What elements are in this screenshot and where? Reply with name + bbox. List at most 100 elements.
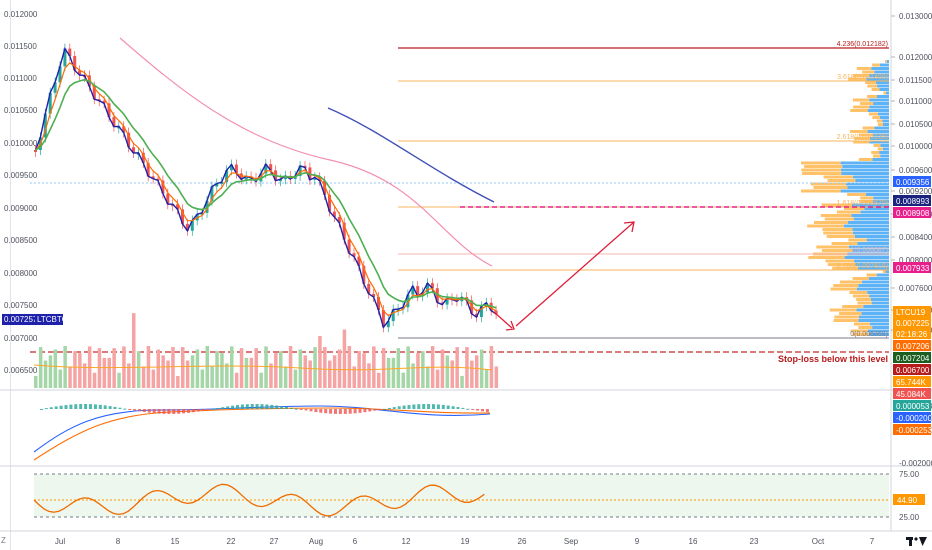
profile-bar-orange [827, 179, 856, 182]
left-axis-label: 0.009500 [4, 171, 38, 180]
forecast-up-arrow[interactable] [515, 221, 635, 327]
profile-bar-orange [801, 161, 841, 165]
profile-bar-blue [879, 151, 889, 154]
candle-body [479, 306, 483, 318]
profile-bar-orange [858, 326, 873, 329]
price-tag-label: 0.008993 [896, 197, 930, 206]
volume-bar [92, 372, 97, 388]
profile-bar-orange [862, 126, 875, 130]
macd-histogram-bar [93, 404, 97, 409]
candle-body [391, 309, 395, 322]
candle-body [426, 283, 429, 293]
price-tag [893, 306, 931, 317]
annotations[interactable] [493, 221, 635, 331]
profile-bar-blue [867, 109, 889, 112]
candle-body [244, 176, 248, 180]
macd-histogram-bar [387, 407, 391, 409]
macd-histogram-bar [280, 406, 284, 409]
macd-histogram-bar [79, 404, 83, 409]
fibonacci-extension[interactable]: 4.236(0.012182) 3.618(0.011400) 2.618(0.01… [30, 41, 889, 364]
left-price-axis[interactable]: 0.012000 0.011500 0.011000 0.010500 0.010000… [2, 10, 68, 375]
profile-bar-orange [849, 291, 868, 294]
volume-bar [239, 348, 244, 388]
volume-bar [391, 357, 396, 388]
candle-body [102, 100, 106, 104]
volume-bar [401, 372, 405, 388]
profile-bar-orange [823, 175, 853, 179]
volume-bar [151, 369, 156, 388]
volume-bar [489, 346, 494, 388]
volume-bar [136, 351, 141, 388]
profile-bar-orange [810, 182, 846, 186]
profile-bar-blue [880, 144, 889, 147]
volume-bar [416, 353, 420, 388]
profile-bar-orange [825, 259, 855, 263]
volume-bar [328, 360, 332, 388]
volume-bar [352, 366, 356, 388]
candle-body [494, 310, 498, 315]
fib-label: 1.618(0.008870) [837, 200, 888, 207]
time-axis[interactable]: Jul 8 15 22 27 Aug 6 12 19 26 Sep 9 16 23 Oct 7 [55, 537, 875, 546]
macd-histogram-bar [191, 409, 195, 413]
price-tag [893, 262, 931, 273]
forecast-down-arrow[interactable] [493, 311, 513, 329]
macd-histogram-bar [236, 405, 239, 409]
left-axis-label: 0.007500 [4, 301, 38, 310]
volume-bar [234, 372, 239, 388]
volume-bar [205, 346, 209, 388]
volume-bar [127, 363, 131, 388]
rsi-tag-label: 44.90 [897, 496, 918, 505]
macd-histogram-bar [402, 405, 406, 409]
tradingview-logo-icon[interactable] [906, 535, 928, 547]
volume-bar [450, 360, 454, 388]
candle-body [352, 253, 356, 257]
volume-bar [318, 335, 322, 388]
volume-bar [323, 347, 327, 388]
macd-histogram-bar [270, 404, 274, 409]
macd-histogram-bar [466, 408, 470, 410]
candle-body [445, 298, 449, 305]
volume-bar [254, 348, 258, 388]
macd-histogram-bar [348, 409, 352, 414]
macd-histogram-bar [446, 405, 450, 409]
candle-body [43, 113, 47, 138]
macd-histogram-bar [216, 408, 220, 410]
macd-histogram-bar [84, 404, 88, 409]
fib-label: 0(0.006868) [850, 331, 888, 338]
profile-bar-orange [831, 242, 858, 245]
profile-bar-blue [869, 137, 889, 140]
profile-bar-orange [882, 270, 886, 273]
forecast-down-arrowhead[interactable] [505, 320, 515, 331]
macd-tag-label: -0.000253 [896, 426, 932, 435]
right-price-axis[interactable]: 0.013000 0.012000 0.011500 0.011000 0.010500… [891, 12, 932, 335]
volume-bar [220, 353, 224, 388]
sidebar-letter: Z [1, 536, 6, 545]
profile-bar-blue [861, 312, 889, 315]
volume-bar [117, 372, 121, 388]
candle-body [269, 164, 273, 171]
macd-histogram-bar [285, 406, 288, 409]
candle-body [132, 147, 135, 153]
right-axis-label: 0.011000 [899, 97, 932, 106]
candle-body [92, 86, 96, 100]
profile-bar-blue [852, 175, 889, 179]
stop-loss-label: Stop-loss below this level [778, 354, 888, 364]
volume-bar [230, 346, 234, 388]
profile-bar-orange [804, 165, 843, 168]
volume-bar [475, 355, 479, 388]
price-tag-label: 0.008908 [896, 209, 930, 218]
candle-body [34, 150, 37, 152]
profile-bar-orange [821, 203, 852, 207]
forecast-up-arrowhead[interactable] [623, 221, 635, 233]
profile-bar-blue [882, 123, 889, 126]
profile-bar-orange [862, 70, 875, 74]
rsi-tag [893, 494, 925, 505]
profile-bar-orange [853, 322, 870, 326]
profile-bar-blue [858, 319, 889, 322]
profile-bar-blue [873, 102, 889, 105]
candle-body [122, 126, 126, 133]
left-axis-label: 0.007000 [4, 334, 38, 343]
profile-bar-orange [859, 200, 873, 203]
macd-histogram-bar [182, 409, 186, 414]
